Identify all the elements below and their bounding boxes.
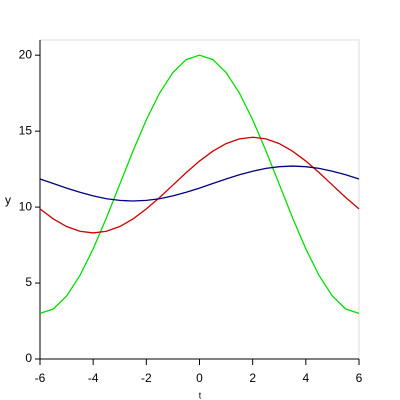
x-tick-label: 0 — [196, 371, 203, 385]
series-line — [39, 54, 360, 315]
y-axis-label: y — [5, 193, 11, 207]
y-tick-label: 20 — [19, 47, 33, 61]
series-line — [39, 165, 360, 202]
x-tick-label: 2 — [249, 371, 256, 385]
x-tick-label: -6 — [35, 371, 46, 385]
y-tick-label: 15 — [19, 123, 33, 137]
y-tick-label: 0 — [25, 351, 32, 365]
x-tick-label: -2 — [141, 371, 152, 385]
x-tick-label: -4 — [88, 371, 99, 385]
x-tick-label: 6 — [356, 371, 363, 385]
x-axis-label: t — [199, 390, 202, 400]
x-tick-label: 4 — [302, 371, 309, 385]
series-line — [39, 136, 360, 234]
y-tick-label: 5 — [25, 275, 32, 289]
y-tick-label: 10 — [19, 199, 33, 213]
frame — [39, 39, 360, 360]
